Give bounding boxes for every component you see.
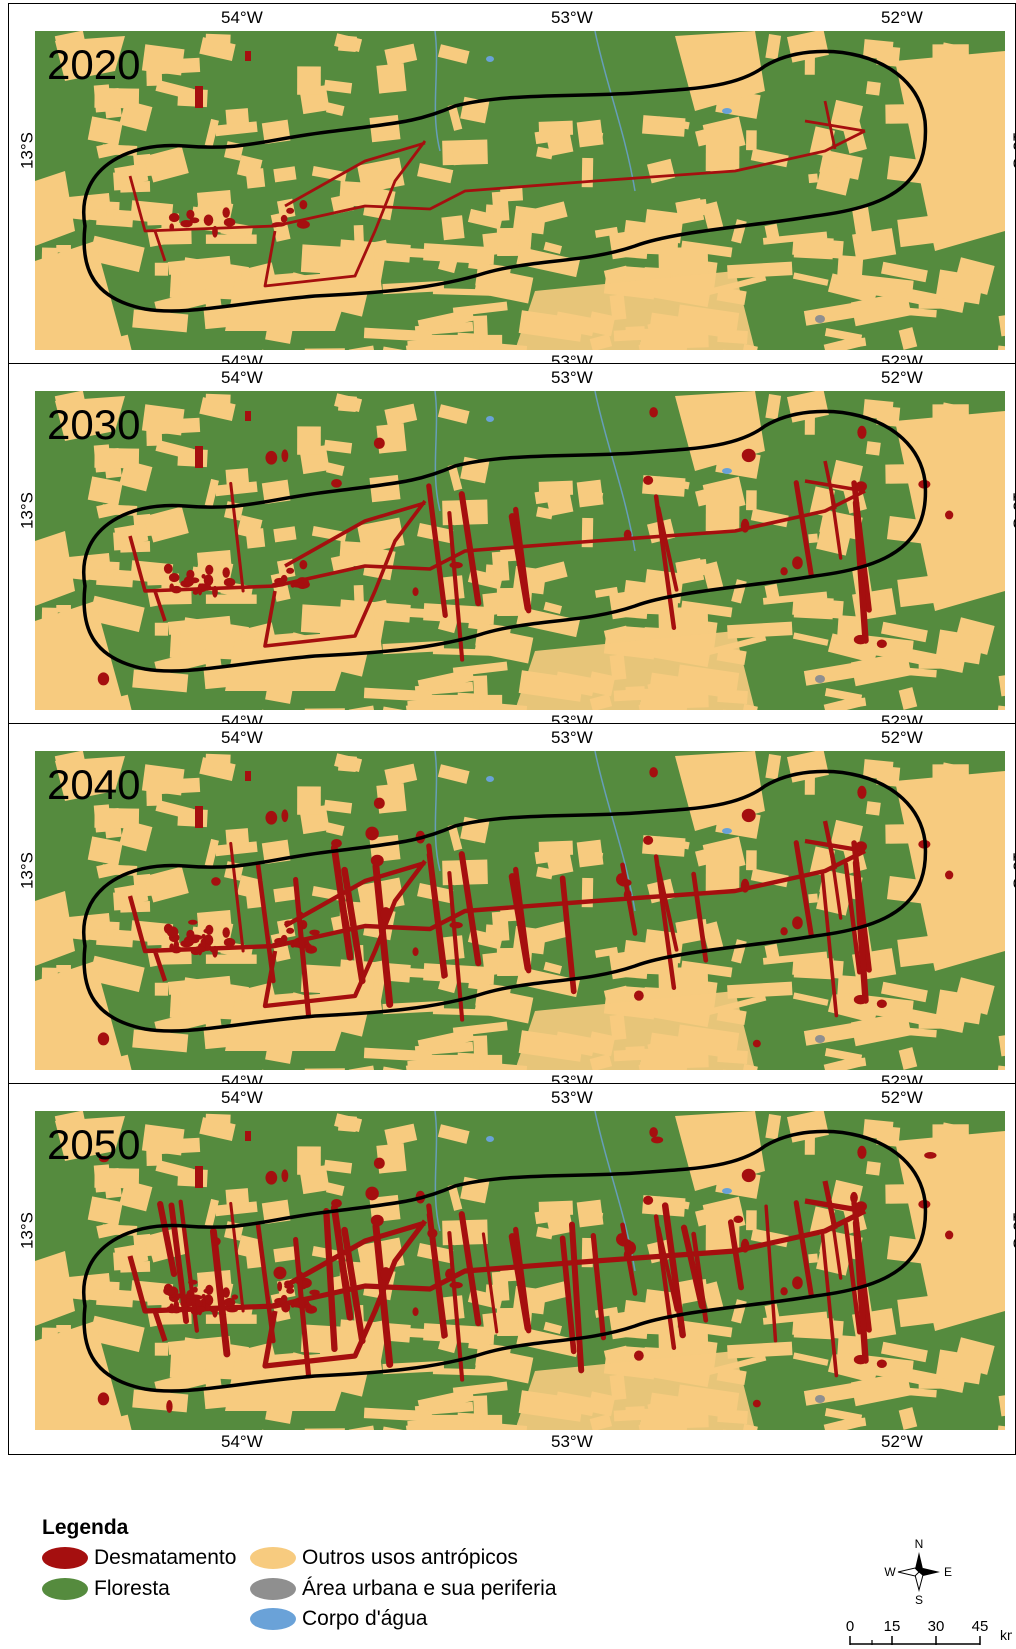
forest-swatch — [42, 1578, 88, 1600]
latitude-tick-right: 13°S — [1009, 1211, 1016, 1250]
other-uses-swatch — [250, 1547, 296, 1569]
svg-text:15: 15 — [884, 1618, 901, 1635]
panel-year-label: 2030 — [47, 401, 141, 448]
longitude-tick-top: 52°W — [881, 368, 923, 387]
longitude-tick-top: 53°W — [551, 1088, 593, 1107]
svg-text:45: 45 — [972, 1618, 989, 1635]
longitude-tick-bot: 53°W — [551, 1432, 593, 1451]
panel-year-label: 2050 — [47, 1121, 141, 1168]
longitude-tick-bot: 54°W — [221, 1432, 263, 1451]
legend-label: Área urbana e sua periferia — [302, 1577, 557, 1600]
latitude-tick-left: 13°S — [17, 851, 37, 890]
longitude-tick-top: 52°W — [881, 8, 923, 27]
latitude-tick-left: 13°S — [17, 1211, 37, 1250]
legend-item-water: Corpo d'água — [250, 1607, 427, 1631]
svg-text:0: 0 — [846, 1618, 854, 1635]
longitude-tick-top: 52°W — [881, 1088, 923, 1107]
longitude-tick-top: 52°W — [881, 728, 923, 747]
longitude-tick-top: 54°W — [221, 728, 263, 747]
compass-n: N — [915, 1537, 924, 1551]
legend-title: Legenda — [42, 1516, 129, 1539]
north-arrow-icon: N S W E — [884, 1537, 952, 1606]
longitude-tick-top: 54°W — [221, 8, 263, 27]
land-cover-map — [35, 31, 1005, 350]
urban-swatch — [250, 1578, 296, 1600]
longitude-tick-top: 54°W — [221, 1088, 263, 1107]
map-panel-2020: 54°W 54°W 53°W 53°W 52°W 52°W 13°S 13°S 2020 — [8, 3, 1016, 375]
latitude-tick-right: 13°S — [1009, 851, 1016, 890]
svg-text:30: 30 — [928, 1618, 945, 1635]
land-cover-map — [35, 1111, 1005, 1430]
latitude-tick-right: 13°S — [1009, 491, 1016, 530]
longitude-tick-top: 53°W — [551, 728, 593, 747]
legend-item-deforestation: Desmatamento — [42, 1546, 236, 1570]
panel-year-label: 2040 — [47, 761, 141, 808]
map-panel-2050: 54°W 54°W 53°W 53°W 52°W 52°W 13°S 13°S 2050 — [8, 1083, 1016, 1455]
water-swatch — [250, 1608, 296, 1630]
longitude-tick-top: 54°W — [221, 368, 263, 387]
longitude-tick-top: 53°W — [551, 8, 593, 27]
land-cover-map — [35, 751, 1005, 1070]
compass-w: W — [884, 1565, 896, 1579]
legend-item-other-uses: Outros usos antrópicos — [250, 1546, 518, 1570]
latitude-tick-left: 13°S — [17, 131, 37, 170]
map-panel-2030: 54°W 54°W 53°W 53°W 52°W 52°W 13°S 13°S 2030 — [8, 363, 1016, 735]
latitude-tick-right: 13°S — [1009, 131, 1016, 170]
legend-item-urban: Área urbana e sua periferia — [250, 1577, 557, 1601]
deforestation-swatch — [42, 1547, 88, 1569]
legend-label: Floresta — [94, 1577, 170, 1600]
land-cover-map — [35, 391, 1005, 710]
legend-label: Corpo d'água — [302, 1607, 428, 1630]
longitude-tick-bot: 52°W — [881, 1432, 923, 1451]
panel-year-label: 2020 — [47, 41, 141, 88]
scale-bar: 0 15 30 45 km — [846, 1618, 1012, 1645]
legend-item-forest: Floresta — [42, 1577, 170, 1601]
map-panel-2040: 54°W 54°W 53°W 53°W 52°W 52°W 13°S 13°S 2040 — [8, 723, 1016, 1095]
legend-label: Desmatamento — [94, 1546, 237, 1569]
compass-s: S — [915, 1593, 923, 1606]
longitude-tick-top: 53°W — [551, 368, 593, 387]
legend-label: Outros usos antrópicos — [302, 1546, 518, 1569]
svg-text:km: km — [1000, 1627, 1012, 1643]
compass-e: E — [944, 1565, 952, 1579]
latitude-tick-left: 13°S — [17, 491, 37, 530]
